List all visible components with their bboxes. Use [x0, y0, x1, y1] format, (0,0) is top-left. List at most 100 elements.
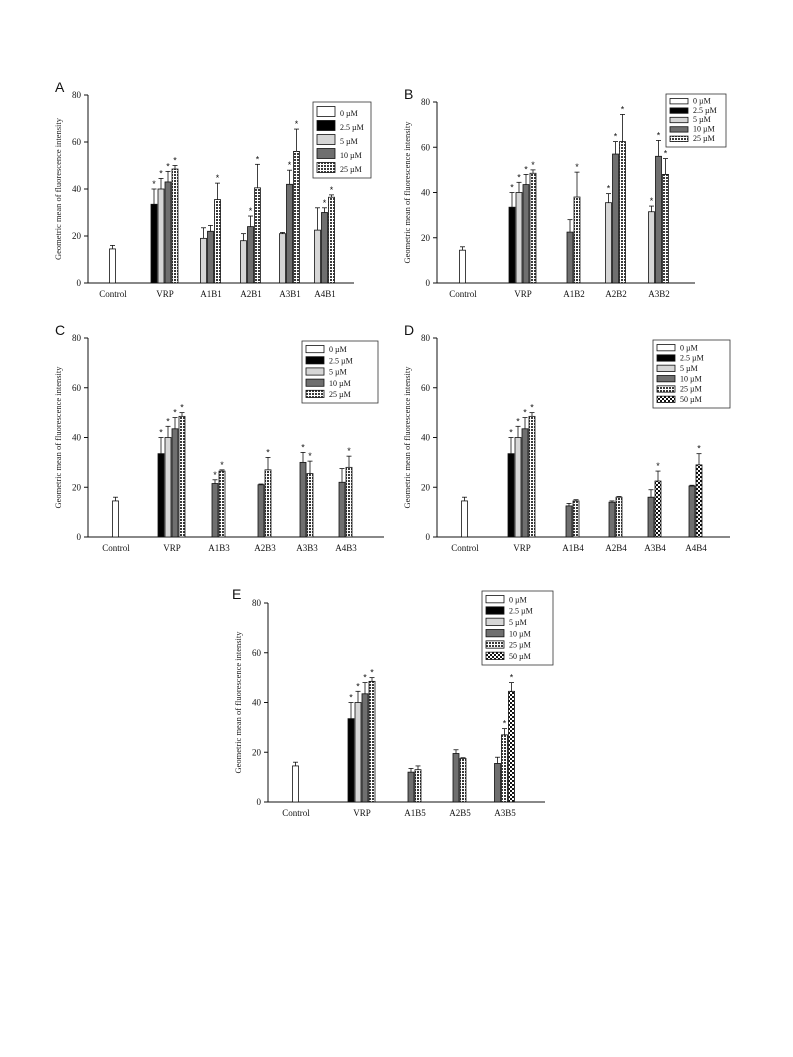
significance-star: *: [173, 408, 177, 418]
legend-label: 10 µM: [509, 629, 531, 638]
significance-star: *: [664, 149, 668, 159]
y-axis-label: Geometric mean of fluorescence intensity: [402, 121, 412, 264]
significance-star: *: [523, 408, 527, 418]
bar: [157, 188, 165, 284]
legend-swatch: [485, 606, 505, 615]
significance-star: *: [347, 446, 351, 456]
legend-label: 25 µM: [693, 134, 715, 143]
panel-letter: C: [55, 322, 65, 338]
x-tick-label: Control: [449, 289, 477, 299]
y-tick-label: 60: [421, 383, 431, 393]
legend-swatch: [316, 106, 336, 117]
bar: [345, 466, 353, 538]
significance-star: *: [621, 104, 625, 114]
legend-label: 25 µM: [509, 641, 531, 650]
significance-star: *: [288, 160, 292, 170]
significance-star: *: [656, 461, 660, 471]
bar: [240, 240, 247, 284]
bar: [619, 141, 626, 284]
legend-swatch: [485, 629, 505, 638]
bar: [612, 153, 619, 284]
chart-panel-e: E Geometric mean of fluorescence intensit…: [232, 586, 554, 818]
bar: [254, 187, 261, 284]
legend-swatch: [485, 595, 505, 604]
legend-label: 10 µM: [340, 151, 362, 160]
significance-star: *: [516, 416, 520, 426]
legend-swatch: [656, 385, 676, 393]
bar: [368, 680, 376, 803]
bar: [109, 248, 116, 284]
bar: [214, 199, 221, 284]
legend-swatch: [305, 356, 325, 365]
panel-letter: E: [232, 586, 241, 602]
y-tick-label: 80: [252, 598, 262, 608]
x-tick-label: A1B1: [200, 289, 222, 299]
legend-swatch: [316, 120, 336, 131]
bar: [171, 168, 179, 284]
legend-label: 5 µM: [509, 618, 527, 627]
bar: [200, 237, 207, 284]
significance-star: *: [308, 451, 312, 461]
x-tick-label: Control: [282, 808, 310, 818]
legend-swatch: [656, 344, 676, 352]
significance-star: *: [249, 206, 253, 216]
bar: [662, 173, 669, 284]
significance-star: *: [216, 173, 220, 183]
x-tick-label: VRP: [156, 289, 174, 299]
y-tick-label: 20: [252, 747, 262, 757]
significance-star: *: [256, 154, 260, 164]
bar: [529, 172, 537, 284]
x-tick-label: VRP: [353, 808, 371, 818]
legend-swatch: [656, 375, 676, 383]
x-tick-label: VRP: [513, 543, 531, 553]
significance-star: *: [503, 719, 507, 729]
legend-swatch: [305, 378, 325, 387]
bar: [347, 718, 355, 803]
bar: [354, 702, 362, 803]
y-axis-label: Geometric mean of fluorescence intensity: [53, 366, 63, 509]
legend-label: 2.5 µM: [693, 106, 717, 115]
bar: [605, 202, 612, 284]
significance-star: *: [301, 442, 305, 452]
legend-label: 10 µM: [693, 125, 715, 134]
significance-star: *: [330, 185, 334, 195]
legend-swatch: [656, 364, 676, 372]
significance-star: *: [213, 470, 217, 480]
bar: [494, 763, 501, 803]
bar: [338, 481, 346, 538]
bar: [688, 485, 696, 538]
y-axis-label: Geometric mean of fluorescence intensity: [233, 631, 243, 774]
y-tick-label: 0: [426, 278, 431, 288]
y-tick-label: 0: [77, 278, 82, 288]
bar: [112, 500, 119, 538]
bar: [514, 437, 522, 538]
significance-star: *: [173, 156, 177, 166]
bar: [361, 693, 369, 803]
y-tick-label: 20: [72, 482, 82, 492]
bar: [293, 150, 300, 284]
bar: [654, 480, 662, 538]
legend-label: 25 µM: [680, 385, 702, 394]
legend-swatch: [316, 134, 336, 145]
y-tick-label: 20: [421, 482, 431, 492]
significance-star: *: [650, 196, 654, 206]
legend-label: 5 µM: [693, 115, 711, 124]
significance-star: *: [266, 447, 270, 457]
x-tick-label: A1B2: [563, 289, 585, 299]
legend-label: 0 µM: [329, 345, 347, 354]
significance-star: *: [509, 428, 513, 438]
legend-label: 2.5 µM: [509, 607, 533, 616]
y-tick-label: 80: [72, 90, 82, 100]
significance-star: *: [159, 168, 163, 178]
x-tick-label: A3B5: [494, 808, 516, 818]
bar: [459, 249, 466, 284]
legend-label: 0 µM: [680, 343, 698, 352]
bar: [247, 226, 254, 284]
significance-star: *: [531, 160, 535, 170]
x-tick-label: VRP: [514, 289, 532, 299]
x-tick-label: A3B3: [296, 543, 318, 553]
